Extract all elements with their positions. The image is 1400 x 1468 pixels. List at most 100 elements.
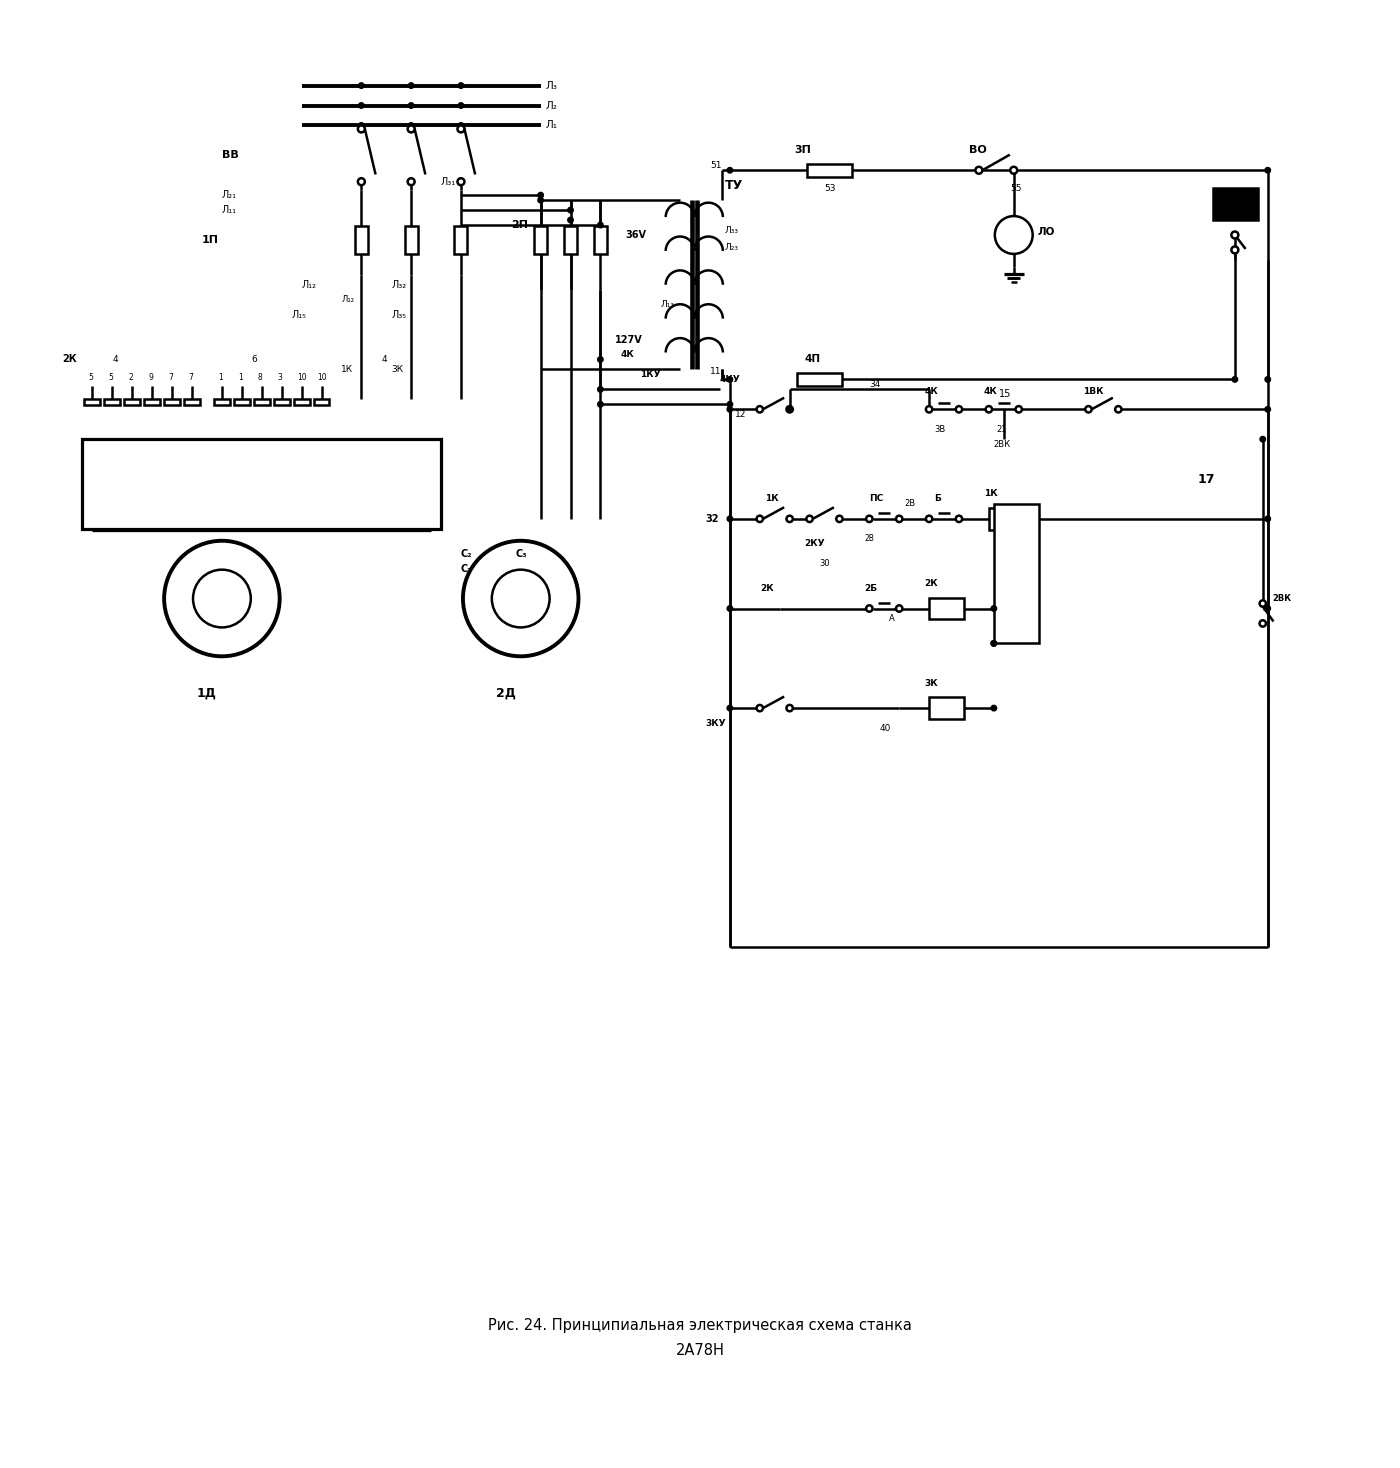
- Text: 1К: 1К: [984, 489, 997, 499]
- Text: ЛО: ЛО: [1037, 228, 1056, 236]
- Text: Л₁₁: Л₁₁: [223, 206, 237, 216]
- Circle shape: [956, 407, 962, 413]
- Text: 2К: 2К: [63, 354, 77, 364]
- Bar: [294, 399, 309, 405]
- Circle shape: [1011, 167, 1018, 173]
- Text: А: А: [889, 614, 895, 622]
- Circle shape: [598, 402, 602, 407]
- Text: 10: 10: [298, 373, 307, 382]
- Text: С₁: С₁: [461, 564, 472, 574]
- Text: Л₃: Л₃: [546, 81, 557, 91]
- Text: 36V: 36V: [626, 230, 647, 239]
- Text: 7: 7: [168, 373, 174, 382]
- Circle shape: [728, 517, 732, 521]
- Circle shape: [463, 540, 578, 656]
- Circle shape: [991, 706, 995, 711]
- Text: 4: 4: [112, 355, 118, 364]
- Text: 1К: 1К: [764, 495, 778, 504]
- Text: 2П: 2П: [511, 220, 528, 230]
- Text: 17: 17: [1198, 473, 1215, 486]
- Text: Л₃₁: Л₃₁: [441, 178, 456, 188]
- Text: Л₂: Л₂: [546, 100, 557, 110]
- Text: 32: 32: [706, 514, 718, 524]
- Circle shape: [458, 125, 465, 132]
- Text: Л₁₂: Л₁₂: [301, 280, 316, 289]
- Bar: [214, 399, 230, 405]
- Circle shape: [459, 84, 463, 88]
- Text: 4К: 4К: [620, 349, 634, 360]
- Circle shape: [991, 642, 995, 646]
- Circle shape: [787, 515, 792, 523]
- Text: 1П: 1П: [202, 235, 218, 245]
- Text: 3: 3: [277, 373, 283, 382]
- Text: 2: 2: [129, 373, 133, 382]
- Text: 55: 55: [1011, 184, 1022, 192]
- Text: 1Д: 1Д: [197, 687, 217, 700]
- Text: 3К: 3К: [924, 678, 938, 687]
- Text: 2В: 2В: [904, 499, 916, 508]
- Circle shape: [1116, 407, 1121, 413]
- Text: 3В: 3В: [934, 424, 945, 433]
- Text: 2А78Н: 2А78Н: [676, 1343, 724, 1358]
- Bar: [84, 399, 101, 405]
- Circle shape: [925, 515, 932, 523]
- Text: 4П: 4П: [805, 354, 820, 364]
- Circle shape: [728, 377, 732, 382]
- Text: 4К: 4К: [984, 388, 998, 396]
- Circle shape: [409, 103, 413, 107]
- Text: 25: 25: [1009, 564, 1023, 574]
- Text: ВО: ВО: [969, 145, 987, 156]
- Text: 4К: 4К: [924, 388, 938, 396]
- Text: 127V: 127V: [616, 335, 643, 345]
- Bar: [144, 399, 160, 405]
- Circle shape: [1260, 600, 1266, 606]
- Circle shape: [728, 407, 732, 411]
- Text: Л₃₃: Л₃₃: [725, 226, 739, 235]
- Circle shape: [1015, 407, 1022, 413]
- Circle shape: [409, 84, 413, 88]
- Text: 2К: 2К: [760, 584, 773, 593]
- Circle shape: [407, 125, 414, 132]
- Circle shape: [867, 605, 872, 612]
- Text: 1КУ: 1КУ: [640, 370, 661, 379]
- Circle shape: [458, 178, 465, 185]
- Bar: [806, 164, 851, 176]
- Bar: [273, 399, 290, 405]
- Bar: [930, 597, 965, 619]
- Circle shape: [728, 402, 732, 407]
- Circle shape: [568, 208, 573, 213]
- Circle shape: [756, 705, 763, 712]
- Bar: [930, 697, 965, 719]
- Text: 51: 51: [710, 161, 721, 170]
- Text: 10: 10: [318, 373, 328, 382]
- Text: 3К: 3К: [391, 366, 403, 374]
- Text: 3КУ: 3КУ: [706, 718, 725, 728]
- Text: 4: 4: [381, 355, 386, 364]
- Text: Л₁₂: Л₁₂: [342, 295, 354, 304]
- Text: 15: 15: [998, 389, 1011, 399]
- Circle shape: [728, 706, 732, 711]
- Text: 53: 53: [825, 184, 836, 192]
- Text: С₂: С₂: [461, 549, 472, 559]
- Circle shape: [806, 515, 813, 523]
- Circle shape: [728, 606, 732, 611]
- Bar: [183, 399, 200, 405]
- Circle shape: [360, 103, 364, 107]
- Circle shape: [360, 123, 364, 128]
- Bar: [797, 373, 841, 386]
- Circle shape: [991, 642, 995, 646]
- Text: 34: 34: [869, 380, 881, 389]
- Circle shape: [787, 407, 792, 413]
- Text: Л₂₃: Л₂₃: [725, 244, 739, 252]
- Circle shape: [1266, 517, 1270, 521]
- Circle shape: [1266, 167, 1270, 172]
- Bar: [1212, 188, 1257, 220]
- Text: 2В: 2В: [864, 534, 874, 543]
- Circle shape: [568, 217, 573, 222]
- Circle shape: [491, 570, 550, 627]
- Circle shape: [1232, 247, 1239, 254]
- Bar: [405, 226, 417, 254]
- Circle shape: [1266, 606, 1270, 611]
- Circle shape: [756, 407, 763, 413]
- Bar: [354, 226, 368, 254]
